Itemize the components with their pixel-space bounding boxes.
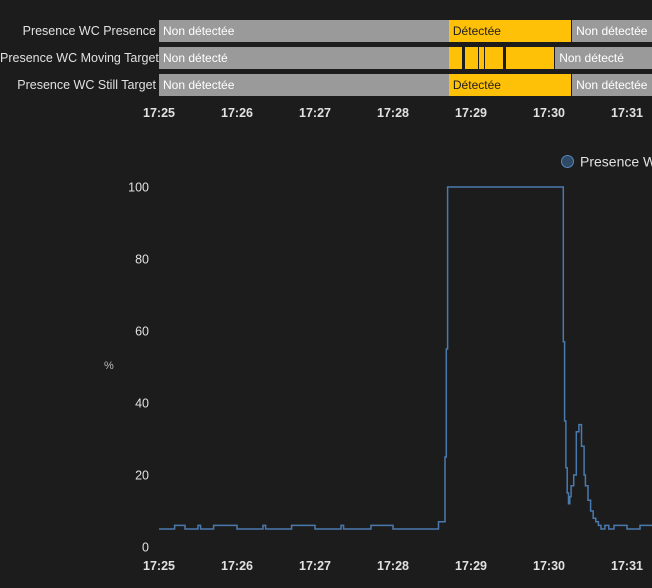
timeline-track: Non détectée Détectée Non détectée bbox=[159, 74, 652, 96]
timeline-segment-not-detected[interactable]: Non détecté bbox=[554, 47, 652, 69]
timeline-axis: 17:25 17:26 17:27 17:28 17:29 17:30 17:31 bbox=[0, 106, 652, 126]
x-tick-label: 17:29 bbox=[455, 559, 487, 573]
chart-legend[interactable]: Presence W bbox=[561, 152, 652, 172]
x-tick-label: 17:27 bbox=[299, 559, 331, 573]
timeline-segment-not-detected[interactable]: Non détectée bbox=[159, 74, 449, 96]
timeline-segment-detected[interactable]: Détectée bbox=[448, 20, 572, 42]
timeline-segment-not-detected[interactable]: Non détectée bbox=[571, 74, 652, 96]
timeline-segment-detected[interactable] bbox=[478, 47, 484, 69]
timeline-row-label: Presence WC Presence bbox=[22, 24, 156, 38]
timeline-row: Presence WC Still Target Non détectée Déte… bbox=[0, 74, 652, 96]
timeline-tick-label: 17:29 bbox=[455, 106, 487, 120]
x-tick-label: 17:30 bbox=[533, 559, 565, 573]
timeline-track: Non détecté Non détecté bbox=[159, 47, 652, 69]
x-tick-label: 17:31 bbox=[611, 559, 643, 573]
timeline-segment-detected[interactable] bbox=[506, 47, 555, 69]
y-tick-label: 40 bbox=[135, 397, 149, 411]
timeline-segment-detected[interactable] bbox=[489, 47, 504, 69]
timeline-panel: Presence WC Presence Non détectée Détectée… bbox=[0, 0, 652, 130]
y-tick-label: 60 bbox=[135, 325, 149, 339]
line-chart: 0 20 40 60 80 100 17:25 17:26 17:27 17:28 17:29 17:… bbox=[128, 181, 652, 573]
timeline-segment-not-detected[interactable]: Non détecté bbox=[159, 47, 449, 69]
legend-series-swatch bbox=[561, 154, 574, 168]
timeline-tick-label: 17:26 bbox=[221, 106, 253, 120]
y-axis-label: % bbox=[104, 360, 114, 372]
x-tick-label: 17:25 bbox=[143, 559, 175, 573]
timeline-row: Presence WC Presence Non détectée Détectée… bbox=[0, 20, 652, 42]
timeline-tick-label: 17:30 bbox=[533, 106, 565, 120]
y-tick-label: 80 bbox=[135, 253, 149, 267]
timeline-segment-detected[interactable] bbox=[448, 47, 453, 69]
x-tick-label: 17:26 bbox=[221, 559, 253, 573]
timeline-segment-detected[interactable] bbox=[452, 47, 462, 69]
y-tick-label: 0 bbox=[142, 541, 149, 555]
timeline-track: Non détectée Détectée Non détectée bbox=[159, 20, 652, 42]
x-tick-label: 17:28 bbox=[377, 559, 409, 573]
timeline-row-label: Presence WC Moving Target bbox=[0, 51, 159, 65]
timeline-tick-label: 17:27 bbox=[299, 106, 331, 120]
y-tick-label: 20 bbox=[135, 469, 149, 483]
timeline-tick-label: 17:25 bbox=[143, 106, 175, 120]
timeline-segment-detected[interactable] bbox=[485, 47, 490, 69]
series-line[interactable] bbox=[159, 186, 652, 530]
legend-series-label: Presence W bbox=[580, 153, 652, 170]
timeline-segment-detected[interactable] bbox=[464, 47, 478, 69]
timeline-segment-not-detected[interactable]: Non détectée bbox=[571, 20, 652, 42]
timeline-segment-not-detected[interactable]: Non détectée bbox=[159, 20, 449, 42]
timeline-row: Presence WC Moving Target Non détecté Non … bbox=[0, 47, 652, 69]
timeline-tick-label: 17:31 bbox=[611, 106, 643, 120]
line-chart-panel: 0 20 40 60 80 100 17:25 17:26 17:27 17:28 17:29 17:… bbox=[0, 140, 652, 588]
timeline-tick-label: 17:28 bbox=[377, 106, 409, 120]
y-tick-label: 100 bbox=[128, 181, 149, 195]
timeline-segment-detected[interactable]: Détectée bbox=[448, 74, 572, 96]
timeline-row-label: Presence WC Still Target bbox=[17, 78, 156, 92]
